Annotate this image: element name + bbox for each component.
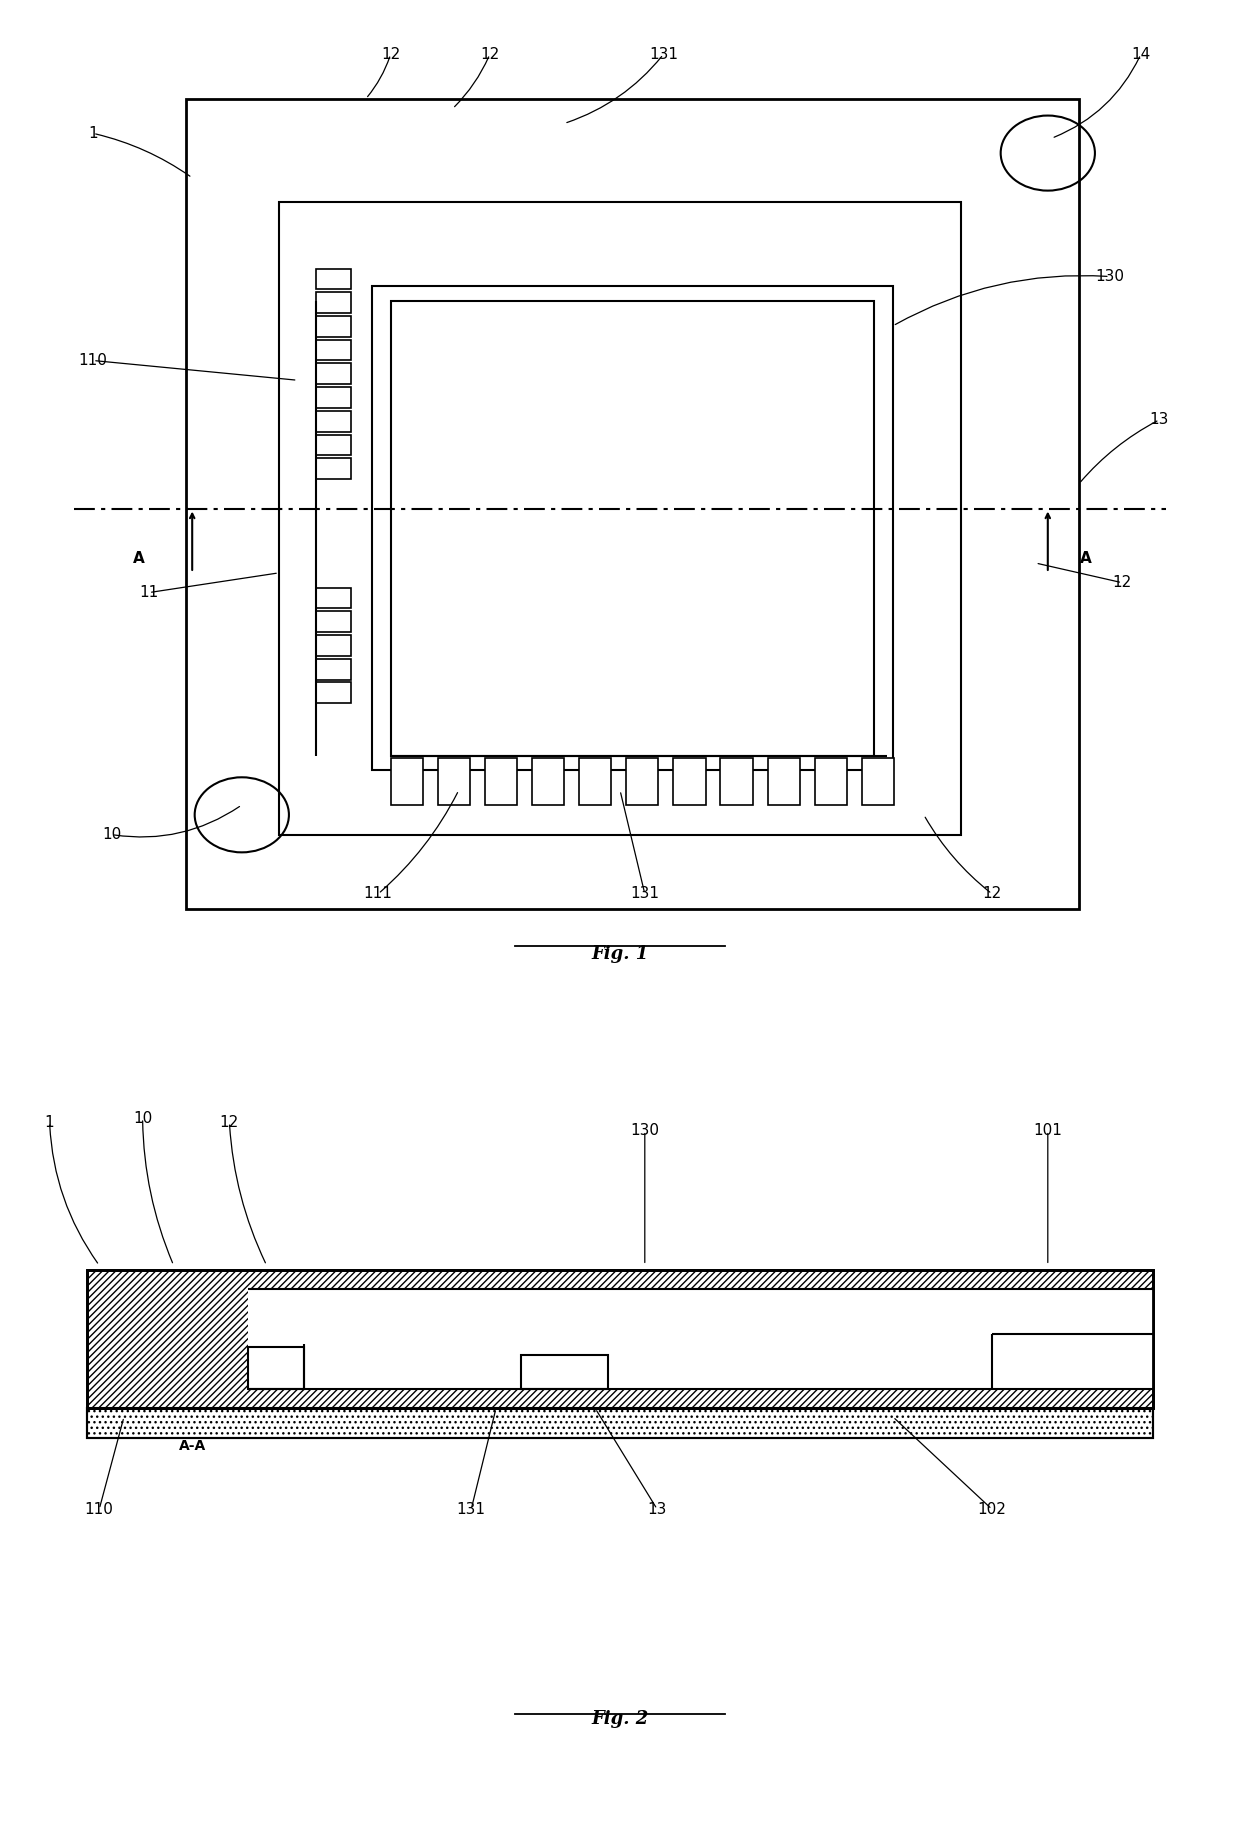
Text: 131: 131	[630, 887, 660, 902]
Bar	[279, 203, 961, 834]
Text: 13: 13	[647, 1502, 667, 1516]
Text: 13: 13	[1149, 412, 1169, 428]
Text: 10: 10	[102, 827, 122, 841]
Text: 111: 111	[363, 887, 393, 902]
Text: 12: 12	[480, 48, 500, 62]
Text: 110: 110	[84, 1502, 114, 1516]
Text: 1: 1	[88, 126, 98, 141]
Bar	[316, 459, 351, 479]
Bar	[248, 1289, 1153, 1388]
Bar	[316, 316, 351, 337]
Bar	[626, 757, 658, 805]
Bar	[521, 1355, 608, 1388]
Bar	[720, 757, 753, 805]
Text: A-A: A-A	[179, 1439, 206, 1454]
Bar	[485, 757, 517, 805]
Text: 10: 10	[133, 1110, 153, 1125]
Text: 12: 12	[982, 887, 1002, 902]
Text: Fig. 1: Fig. 1	[591, 946, 649, 962]
Bar	[87, 1408, 1153, 1438]
Text: 101: 101	[1033, 1123, 1063, 1138]
Bar	[438, 757, 470, 805]
Text: 130: 130	[630, 1123, 660, 1138]
Bar	[372, 287, 893, 770]
Bar	[316, 587, 351, 609]
Bar	[391, 757, 423, 805]
Bar	[391, 302, 874, 755]
Text: 11: 11	[139, 585, 159, 600]
Bar	[316, 435, 351, 455]
Bar	[316, 611, 351, 633]
Text: 130: 130	[1095, 269, 1125, 283]
Text: A: A	[1080, 551, 1092, 565]
Text: Fig. 2: Fig. 2	[591, 1710, 649, 1728]
Text: 131: 131	[456, 1502, 486, 1516]
Text: 1: 1	[45, 1114, 55, 1130]
Bar	[248, 1346, 304, 1388]
Text: 131: 131	[649, 48, 678, 62]
Bar	[862, 757, 894, 805]
Text: A: A	[133, 551, 145, 565]
Bar	[186, 99, 1079, 909]
Text: 14: 14	[1131, 48, 1151, 62]
Bar	[316, 269, 351, 289]
Bar	[87, 1408, 1153, 1438]
Bar	[316, 682, 351, 702]
Bar	[532, 757, 564, 805]
Bar	[316, 658, 351, 680]
Bar	[768, 757, 800, 805]
Text: 102: 102	[977, 1502, 1007, 1516]
Bar	[316, 635, 351, 657]
Text: 12: 12	[381, 48, 401, 62]
Bar	[673, 757, 706, 805]
Bar	[87, 1269, 1153, 1408]
Text: 12: 12	[1112, 574, 1132, 591]
Bar	[87, 1269, 1153, 1408]
Bar	[316, 412, 351, 432]
Text: 12: 12	[219, 1114, 239, 1130]
Bar	[316, 293, 351, 313]
Bar	[579, 757, 611, 805]
Text: 110: 110	[78, 353, 108, 368]
Bar	[316, 340, 351, 360]
Bar	[815, 757, 847, 805]
Bar	[316, 388, 351, 408]
Bar	[316, 364, 351, 384]
